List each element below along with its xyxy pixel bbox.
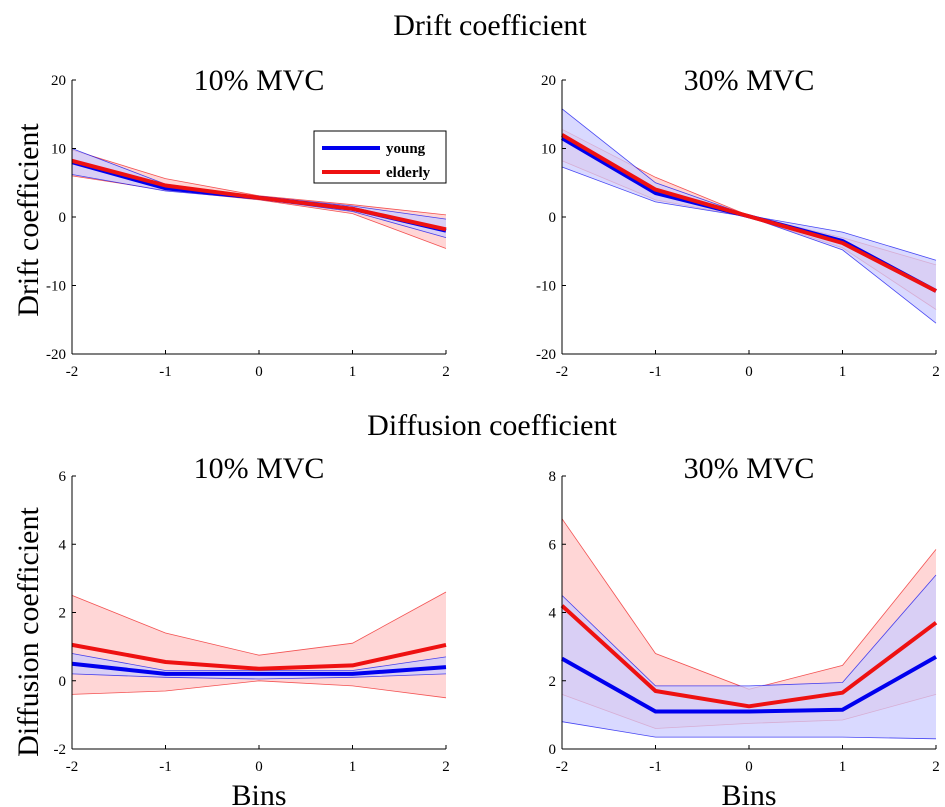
- panel-2-ytick-label: 10: [541, 142, 556, 158]
- drift-section-title: Drift coefficient: [393, 9, 587, 42]
- panel-3-xtick-label: -1: [159, 759, 172, 775]
- panel-4-elderly-band: [562, 518, 936, 729]
- panel-4-ytick-label: 2: [549, 674, 557, 690]
- panel-2-ytick-label: 0: [549, 210, 557, 226]
- panel-3-xlabel: Bins: [231, 779, 286, 807]
- panel-3-ylabel: Diffusion coefficient: [12, 507, 45, 757]
- panel-3-ytick-label: 2: [59, 606, 67, 622]
- panel-4-xtick-label: -1: [649, 759, 662, 775]
- panel-4-xtick-label: -2: [556, 759, 569, 775]
- panel-1-ytick-label: -10: [46, 279, 66, 295]
- panel-3-title: 10% MVC: [194, 452, 325, 485]
- panel-4-ytick-label: 4: [549, 606, 557, 622]
- panel-1-ytick-label: 0: [59, 210, 67, 226]
- panel-1-xtick-label: 0: [255, 364, 263, 380]
- panel-2-ytick-label: -20: [536, 347, 556, 363]
- panel-4: -2 -1 0 1 2 0 2 4 6 8 30% MVC Bins: [549, 452, 940, 807]
- panel-3-elderly-band: [72, 592, 446, 698]
- legend-box: [313, 130, 447, 184]
- panel-3-ytick-label: 4: [59, 537, 67, 553]
- panel-3: -2 -1 0 1 2 -2 0 2 4 6 10% MVC Diffusion coefficien…: [12, 452, 450, 807]
- panel-3-xtick-label: -2: [66, 759, 79, 775]
- panel-2-xtick-label: 2: [932, 364, 940, 380]
- panel-4-young-line: [561, 655, 937, 714]
- panel-3-xtick-label: 1: [349, 759, 357, 775]
- panel-3-elderly-lower-bound: [71, 680, 447, 699]
- panel-2-ytick-label: -10: [536, 279, 556, 295]
- panel-4-ytick-label: 0: [549, 742, 557, 758]
- panel-4-young-lower-bound: [561, 721, 937, 740]
- panel-4-title: 30% MVC: [684, 452, 815, 485]
- panel-3-young-lower-bound: [71, 673, 447, 680]
- panel-3-ytick-label: 6: [59, 469, 67, 485]
- panel-2-xtick-label: -1: [649, 364, 662, 380]
- panel-1-ytick-label: 20: [51, 73, 66, 89]
- panel-3-xtick-label: 0: [255, 759, 263, 775]
- panel-2-xtick-label: -2: [556, 364, 569, 380]
- panel-1-xtick-label: 1: [349, 364, 357, 380]
- panel-1-title: 10% MVC: [194, 64, 325, 97]
- legend-label-elderly: elderly: [386, 165, 431, 181]
- panel-2-xtick-label: 0: [745, 364, 753, 380]
- panel-1-xtick-label: 2: [442, 364, 450, 380]
- panel-1-legend: young elderly: [313, 130, 447, 184]
- panel-4-xtick-label: 0: [745, 759, 753, 775]
- panel-4-xtick-label: 1: [839, 759, 847, 775]
- legend-label-young: young: [386, 141, 426, 157]
- panel-3-young-line: [71, 661, 447, 676]
- panel-3-ytick-label: 0: [59, 674, 67, 690]
- panel-1-ytick-label: -20: [46, 347, 66, 363]
- panel-4-xtick-label: 2: [932, 759, 940, 775]
- panel-4-young-band: [562, 575, 936, 739]
- diffusion-section-title: Diffusion coefficient: [367, 409, 617, 442]
- panel-1-ytick-label: 10: [51, 142, 66, 158]
- panel-2-elderly-line: [560, 133, 937, 293]
- panel-4-ytick-label: 6: [549, 537, 557, 553]
- panel-4-xlabel: Bins: [721, 779, 776, 807]
- panel-2-ytick-label: 20: [541, 73, 556, 89]
- panel-3-ytick-label: -2: [54, 742, 67, 758]
- panel-2-title: 30% MVC: [684, 64, 815, 97]
- panel-3-elderly-upper-bound: [71, 591, 447, 656]
- panel-3-xtick-label: 2: [442, 759, 450, 775]
- panel-2-xtick-label: 1: [839, 364, 847, 380]
- panel-1-ylabel: Drift coefficient: [12, 123, 45, 317]
- panel-4-ytick-label: 8: [549, 469, 557, 485]
- panel-1-xtick-label: -2: [66, 364, 79, 380]
- panel-4-elderly-line: [560, 604, 938, 709]
- panel-1-xtick-label: -1: [159, 364, 172, 380]
- panel-4-young-upper-bound: [561, 574, 937, 687]
- panel-3-elderly-line: [71, 642, 447, 671]
- panel-1-elderly-line: [71, 158, 447, 232]
